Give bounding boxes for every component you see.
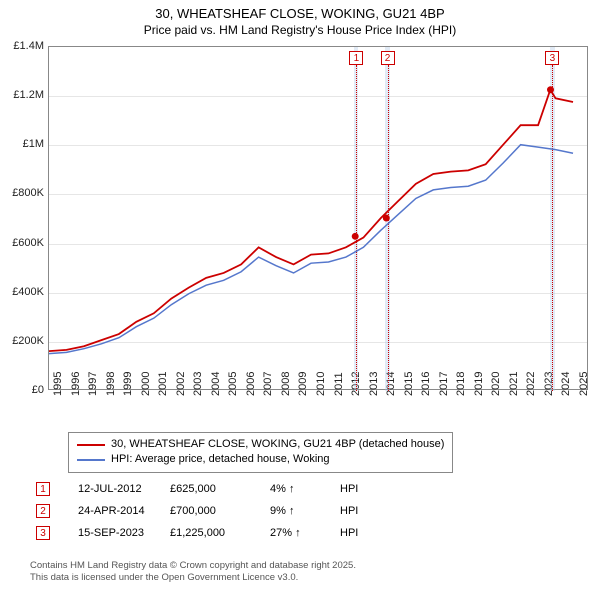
- sale-marker-1: 1: [36, 482, 50, 496]
- y-axis-tick-label: £600K: [12, 237, 44, 249]
- footer-attribution: Contains HM Land Registry data © Crown c…: [30, 560, 356, 584]
- y-axis-tick-label: £800K: [12, 187, 44, 199]
- sale-flag-2: 2: [381, 51, 395, 65]
- sale-date: 15-SEP-2023: [50, 527, 170, 539]
- sale-price: £1,225,000: [170, 527, 270, 539]
- sale-price: £700,000: [170, 505, 270, 517]
- legend-label-property: 30, WHEATSHEAF CLOSE, WOKING, GU21 4BP (…: [111, 437, 444, 452]
- sale-flag-3: 3: [545, 51, 559, 65]
- chart-plot-area: 1 2 3: [48, 46, 588, 390]
- footer-line-2: This data is licensed under the Open Gov…: [30, 572, 356, 584]
- legend: 30, WHEATSHEAF CLOSE, WOKING, GU21 4BP (…: [68, 432, 453, 473]
- sale-price: £625,000: [170, 483, 270, 495]
- chart-subtitle: Price paid vs. HM Land Registry's House …: [0, 23, 600, 41]
- legend-label-hpi: HPI: Average price, detached house, Woki…: [111, 452, 330, 467]
- sales-table: 112-JUL-2012£625,0004% ↑HPI224-APR-2014£…: [30, 478, 380, 544]
- sale-vs-label: HPI: [340, 527, 380, 539]
- y-axis-tick-label: £1.4M: [13, 40, 44, 52]
- sale-marker-2: 2: [36, 504, 50, 518]
- sale-flag-1: 1: [349, 51, 363, 65]
- legend-item-property: 30, WHEATSHEAF CLOSE, WOKING, GU21 4BP (…: [77, 437, 444, 452]
- sale-row: 112-JUL-2012£625,0004% ↑HPI: [30, 478, 380, 500]
- sale-diff: 4% ↑: [270, 483, 340, 495]
- y-axis-tick-label: £1M: [23, 138, 44, 150]
- y-axis-tick-label: £400K: [12, 286, 44, 298]
- y-axis-tick-label: £1.2M: [13, 89, 44, 101]
- sale-row: 224-APR-2014£700,0009% ↑HPI: [30, 500, 380, 522]
- legend-swatch-hpi: [77, 459, 105, 461]
- footer-line-1: Contains HM Land Registry data © Crown c…: [30, 560, 356, 572]
- legend-item-hpi: HPI: Average price, detached house, Woki…: [77, 452, 444, 467]
- sale-date: 12-JUL-2012: [50, 483, 170, 495]
- chart-title: 30, WHEATSHEAF CLOSE, WOKING, GU21 4BP: [0, 0, 600, 23]
- sale-diff: 9% ↑: [270, 505, 340, 517]
- y-axis-tick-label: £200K: [12, 335, 44, 347]
- sale-vs-label: HPI: [340, 483, 380, 495]
- sale-diff: 27% ↑: [270, 527, 340, 539]
- sale-row: 315-SEP-2023£1,225,00027% ↑HPI: [30, 522, 380, 544]
- y-axis-tick-label: £0: [32, 384, 44, 396]
- sale-vs-label: HPI: [340, 505, 380, 517]
- sale-marker-3: 3: [36, 526, 50, 540]
- sale-date: 24-APR-2014: [50, 505, 170, 517]
- legend-swatch-property: [77, 444, 105, 446]
